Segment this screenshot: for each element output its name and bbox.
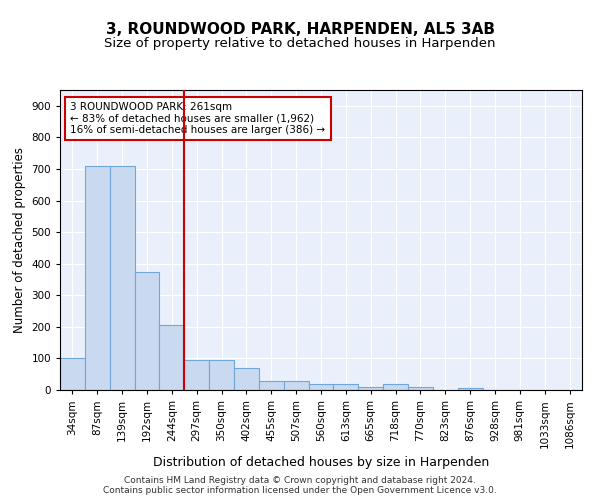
- Bar: [60, 358, 85, 390]
- Text: Size of property relative to detached houses in Harpenden: Size of property relative to detached ho…: [104, 38, 496, 51]
- Bar: [308, 384, 334, 390]
- X-axis label: Distribution of detached houses by size in Harpenden: Distribution of detached houses by size …: [153, 456, 489, 469]
- Bar: [458, 388, 482, 390]
- Bar: [259, 380, 284, 390]
- Bar: [134, 272, 160, 390]
- Bar: [110, 166, 134, 390]
- Bar: [383, 384, 408, 390]
- Bar: [358, 388, 383, 390]
- Text: 3 ROUNDWOOD PARK: 261sqm
← 83% of detached houses are smaller (1,962)
16% of sem: 3 ROUNDWOOD PARK: 261sqm ← 83% of detach…: [70, 102, 326, 135]
- Bar: [284, 380, 308, 390]
- Bar: [209, 360, 234, 390]
- Y-axis label: Number of detached properties: Number of detached properties: [13, 147, 26, 333]
- Bar: [408, 388, 433, 390]
- Text: 3, ROUNDWOOD PARK, HARPENDEN, AL5 3AB: 3, ROUNDWOOD PARK, HARPENDEN, AL5 3AB: [106, 22, 494, 38]
- Bar: [85, 166, 110, 390]
- Text: Contains HM Land Registry data © Crown copyright and database right 2024.
Contai: Contains HM Land Registry data © Crown c…: [103, 476, 497, 495]
- Bar: [184, 360, 209, 390]
- Bar: [234, 368, 259, 390]
- Bar: [334, 384, 358, 390]
- Bar: [160, 326, 184, 390]
